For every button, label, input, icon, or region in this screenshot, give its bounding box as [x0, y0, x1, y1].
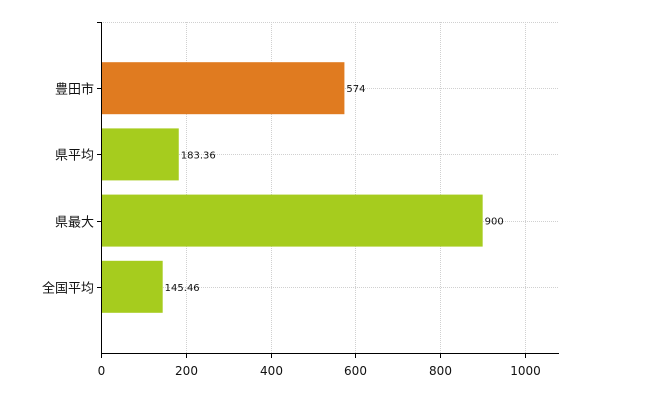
bar-2 [101, 128, 179, 181]
category-label-3: 県最大 [55, 216, 94, 231]
bar-layer [101, 62, 483, 313]
data-label-1: 574 [346, 84, 365, 95]
data-label-4: 145.46 [165, 283, 200, 294]
x-tick-label-0: 0 [98, 364, 106, 378]
data-label-2: 183.36 [181, 150, 216, 161]
bar-1 [101, 62, 345, 115]
x-tick-label-400: 400 [260, 364, 283, 378]
axis-layer [97, 22, 559, 358]
bar-4 [101, 260, 163, 313]
category-label-1: 豊田市 [55, 82, 94, 98]
x-tick-label-1000: 1000 [510, 364, 541, 378]
category-label-2: 県平均 [55, 149, 94, 164]
category-label-4: 全国平均 [42, 281, 94, 297]
x-tick-label-800: 800 [429, 364, 452, 378]
bar-3 [101, 194, 483, 247]
x-tick-label-600: 600 [344, 364, 367, 378]
x-tick-label-200: 200 [175, 364, 198, 378]
data-label-3: 900 [485, 217, 504, 228]
